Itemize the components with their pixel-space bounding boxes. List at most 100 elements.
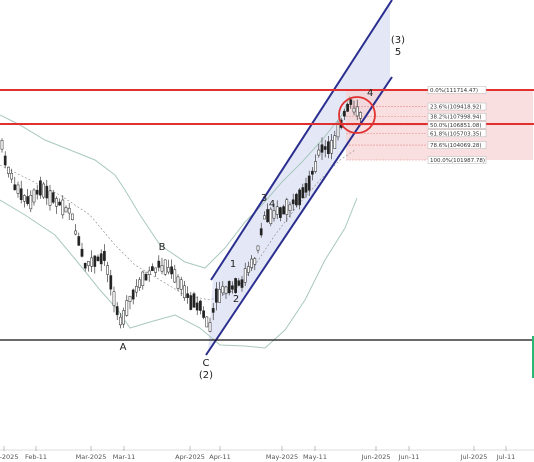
fib-label-box-0 — [427, 86, 487, 94]
candle-body — [224, 286, 228, 294]
candle-body — [298, 189, 301, 206]
x-tick-label-9: Jun-11 — [398, 453, 420, 461]
candle-body — [307, 175, 311, 191]
candle-body — [93, 255, 97, 267]
candle-body — [256, 245, 260, 251]
wave-label-3: (2) — [199, 370, 213, 381]
fib-label-box-4 — [427, 129, 487, 138]
candle-body — [272, 210, 276, 219]
candle-body — [317, 149, 321, 156]
candle-body — [330, 140, 333, 154]
candle-body — [263, 215, 266, 220]
fib-label-box-2 — [427, 112, 487, 121]
candle-body — [192, 293, 196, 308]
candle-body — [125, 300, 129, 316]
x-tick-label-7: May-11 — [303, 453, 327, 461]
candle-body — [355, 106, 359, 117]
candle-body — [250, 258, 253, 268]
candle-body — [199, 300, 202, 311]
highlight-circle — [338, 96, 376, 134]
wave-label-4: 1 — [230, 259, 236, 270]
candle-body — [7, 166, 10, 174]
candlestick-series — [0, 97, 362, 333]
candle-body — [234, 278, 237, 293]
candle-body — [160, 265, 164, 272]
candle-body — [51, 192, 55, 203]
candle-body — [154, 267, 157, 273]
candle-body — [189, 295, 193, 310]
x-tick-label-3: Mar-11 — [113, 453, 135, 461]
candle-body — [285, 199, 289, 215]
candle-body — [141, 271, 145, 286]
candle-body — [211, 308, 215, 313]
candle-body — [327, 141, 330, 154]
candle-body — [96, 256, 100, 262]
candle-body — [42, 183, 45, 198]
fib-label-5: 78.6%(104069.28) — [430, 143, 482, 149]
fib-label-box-6 — [427, 156, 487, 164]
candle-body — [55, 198, 58, 207]
candle-body — [282, 206, 285, 215]
fib-label-2: 38.2%(107998.94) — [430, 115, 482, 121]
wave-label-1: B — [159, 242, 166, 253]
fib-label-6: 100.0%(101987.78) — [430, 158, 485, 164]
candle-body — [3, 155, 7, 166]
candle-body — [10, 172, 13, 180]
candle-body — [215, 288, 218, 303]
x-tick-label-5: Apr-11 — [209, 453, 230, 461]
wave-label-5: 2 — [233, 294, 239, 305]
fib-label-4: 61.8%(105703.35) — [430, 131, 482, 137]
candle-body — [218, 288, 221, 303]
candle-body — [19, 188, 23, 201]
x-tick-label-6: May-2025 — [266, 453, 298, 461]
wave-label-0: A — [120, 342, 127, 353]
wave-label-2: C — [203, 358, 210, 369]
candle-body — [275, 206, 279, 215]
candle-body — [323, 146, 327, 150]
x-tick-label-10: Jul-2025 — [460, 453, 488, 461]
green-marker — [532, 336, 534, 378]
candle-body — [240, 279, 244, 288]
candle-body — [333, 135, 337, 149]
wave-label-8: (3) — [391, 35, 405, 46]
candle-body — [35, 189, 39, 195]
candle-body — [112, 291, 116, 306]
candle-body — [58, 201, 61, 206]
fib-label-box-1 — [427, 102, 487, 111]
channel-upper-line — [210, 0, 393, 281]
candle-body — [304, 183, 308, 193]
candle-body — [346, 104, 349, 112]
bollinger-upper — [0, 95, 351, 269]
candle-body — [349, 99, 353, 105]
candle-body — [135, 286, 138, 293]
candle-body — [266, 209, 269, 223]
candle-body — [106, 265, 109, 275]
candle-body — [71, 213, 74, 220]
candle-body — [67, 207, 71, 214]
candle-body — [115, 306, 119, 316]
candle-body — [163, 259, 167, 275]
candle-body — [99, 253, 103, 265]
candle-body — [39, 180, 42, 196]
candle-body — [13, 184, 17, 191]
candle-body — [144, 274, 148, 281]
candle-body — [90, 257, 93, 267]
candle-body — [122, 310, 125, 325]
fibonacci-labels: 0.0%(111714.47) 23.6%(109418.92) 38.2%(107… — [427, 86, 487, 164]
bollinger-lower — [0, 197, 358, 349]
candle-body — [279, 207, 282, 218]
candle-body — [314, 161, 317, 172]
candle-body — [16, 184, 20, 194]
candle-body — [170, 266, 173, 275]
candle-body — [195, 302, 199, 311]
candle-body — [77, 236, 81, 246]
candle-body — [119, 316, 122, 326]
candle-body — [45, 185, 49, 199]
wave-label-small-4: 4 — [367, 88, 373, 99]
candle-body — [243, 268, 247, 283]
candle-body — [29, 195, 33, 210]
candle-body — [343, 110, 346, 117]
candle-body — [253, 258, 257, 265]
candle-body — [237, 280, 241, 286]
